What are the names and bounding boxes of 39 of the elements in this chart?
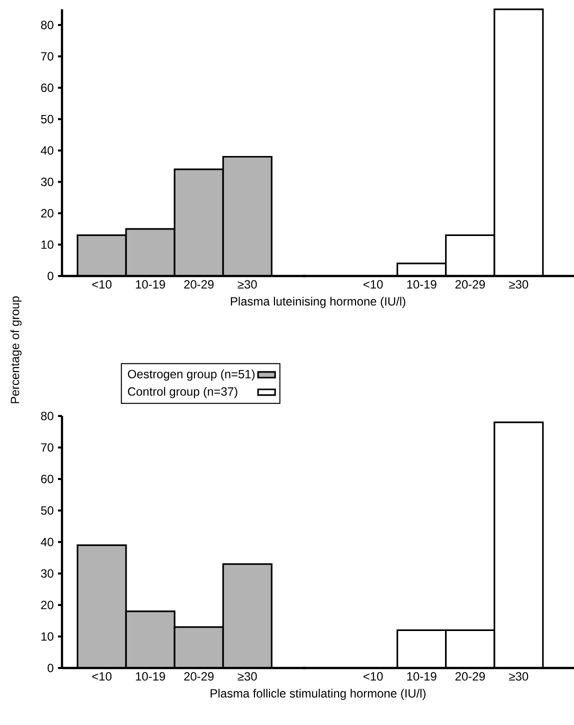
y-tick-label: 50 [41, 114, 54, 124]
y-tick-label: 80 [41, 20, 54, 30]
y-axis-title: Percentage of group [10, 296, 22, 404]
legend-label: Control group (n=37) [128, 386, 238, 398]
y-tick-label: 80 [41, 412, 54, 420]
x-tick-label: 20-29 [455, 280, 485, 289]
x-tick-label: 10-19 [136, 672, 166, 681]
legend-label: Oestrogen group (n=51) [128, 370, 255, 381]
y-tick-label: 0 [48, 664, 54, 672]
y-tick-label: 30 [40, 569, 54, 578]
y-tick-label: 10 [41, 632, 54, 641]
y-tick-label: 70 [41, 443, 54, 452]
x-tick-label: <10 [92, 672, 112, 681]
x-tick-label: 20-29 [455, 672, 485, 681]
x-tick-label: <10 [364, 672, 383, 681]
y-tick-label: 60 [41, 84, 54, 92]
x-tick-label: 10-19 [136, 280, 166, 289]
y-tick-label: 20 [41, 600, 54, 610]
y-tick-label: 50 [41, 506, 54, 515]
x-tick-label: 20-29 [184, 280, 214, 289]
y-tick-label: 40 [40, 146, 54, 155]
y-tick-label: 40 [40, 538, 54, 546]
y-tick-label: 20 [41, 209, 54, 218]
y-tick-label: 70 [41, 52, 54, 61]
x-tick-label: 10-19 [407, 672, 436, 681]
y-tick-label: 30 [40, 178, 54, 186]
x-tick-label: 10-19 [407, 280, 436, 289]
x-tick-label: ≥30 [238, 280, 257, 289]
x-tick-label: ≥30 [509, 672, 528, 681]
y-tick-label: 60 [41, 474, 54, 484]
x-tick-label: <10 [364, 280, 383, 289]
x-axis-title: Plasma follicle stimulating hormone (IU/l) [210, 688, 426, 700]
x-axis-title: Plasma luteinising hormone (IU/l) [230, 296, 406, 308]
x-tick-label: <10 [92, 280, 112, 289]
x-tick-label: ≥30 [509, 280, 528, 289]
x-tick-label: ≥30 [238, 672, 257, 681]
x-tick-label: 20-29 [184, 672, 214, 681]
y-tick-label: 10 [41, 240, 54, 249]
y-tick-label: 0 [48, 272, 54, 280]
